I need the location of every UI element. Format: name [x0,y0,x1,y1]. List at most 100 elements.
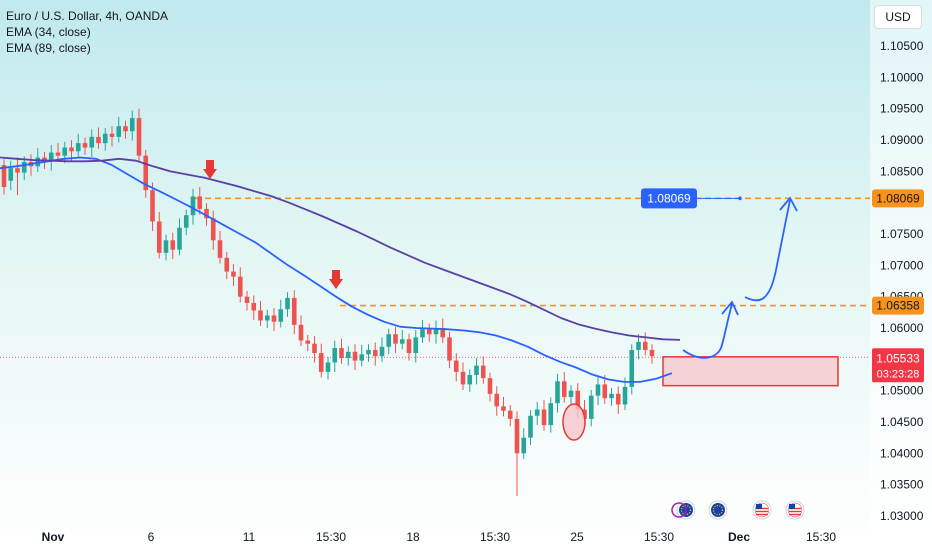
flag-us-icon[interactable] [752,500,772,520]
candle[interactable] [264,309,270,328]
candle[interactable] [501,396,506,417]
candle[interactable] [89,129,95,157]
candle[interactable] [210,210,216,250]
candle[interactable] [69,140,74,161]
candle[interactable] [271,307,277,332]
candle[interactable] [568,385,574,405]
candle[interactable] [649,344,655,364]
candle[interactable] [62,141,68,164]
down-arrow-icon[interactable] [329,270,343,289]
projection-path[interactable] [744,199,791,302]
candle[interactable] [636,334,641,360]
candle[interactable] [555,373,560,413]
candle[interactable] [413,329,419,363]
current-price-badge[interactable]: 1.05533 03:23:28 [872,348,924,383]
candle[interactable] [48,145,54,171]
candle[interactable] [460,362,466,391]
ema-34-line[interactable] [0,156,673,383]
candle[interactable] [204,203,209,226]
candle[interactable] [312,336,317,363]
candle[interactable] [339,338,344,364]
candle[interactable] [541,400,547,431]
candle[interactable] [602,375,608,404]
candle[interactable] [177,218,182,256]
candle[interactable] [379,337,385,362]
candle[interactable] [156,212,162,259]
candle[interactable] [224,252,230,280]
flag-eu-icon[interactable] [708,500,728,520]
candle[interactable] [55,143,61,162]
candle[interactable] [183,209,189,236]
candle[interactable] [426,323,432,342]
candle[interactable] [143,150,149,198]
candle[interactable] [359,344,365,367]
candle[interactable] [467,369,473,392]
candle[interactable] [190,188,196,225]
candle[interactable] [609,388,614,406]
candle[interactable] [244,291,250,311]
candle[interactable] [372,342,378,366]
candle[interactable] [474,358,479,385]
candle[interactable] [170,232,176,260]
candle[interactable] [548,397,554,433]
candle[interactable] [102,128,108,151]
candle[interactable] [622,377,628,411]
candle[interactable] [251,295,257,320]
candle[interactable] [305,334,311,352]
candle[interactable] [1,159,7,195]
candle[interactable] [561,371,567,403]
candle[interactable] [534,401,540,426]
candle[interactable] [136,108,142,162]
candle[interactable] [642,332,648,356]
ema-34-legend[interactable]: EMA (34, close) [6,25,91,39]
candle[interactable] [150,182,155,231]
ema-89-line[interactable] [0,156,681,341]
candle[interactable] [399,329,405,350]
candle[interactable] [406,333,412,361]
candle[interactable] [75,133,81,157]
candle[interactable] [318,343,324,378]
down-arrow-icon[interactable] [203,160,217,179]
candle[interactable] [487,372,493,402]
candle[interactable] [453,353,459,382]
candle[interactable] [278,299,284,328]
event-extra-icon[interactable] [671,502,687,518]
target-price-badge[interactable]: 1.08069 [641,188,697,209]
candle[interactable] [21,156,27,181]
candle[interactable] [82,137,88,156]
candle[interactable] [507,405,513,427]
demand-zone[interactable] [662,356,839,387]
candle[interactable] [447,331,452,369]
candle[interactable] [231,264,236,287]
candle[interactable] [298,315,304,347]
candle[interactable] [440,318,446,344]
candle[interactable] [163,234,169,261]
candle[interactable] [332,340,338,372]
candle[interactable] [197,187,203,215]
candle[interactable] [345,346,351,366]
candle[interactable] [116,116,122,143]
candle[interactable] [8,160,14,191]
candle[interactable] [366,344,371,362]
ema-89-legend[interactable]: EMA (89, close) [6,41,91,55]
candle[interactable] [420,319,425,344]
candle[interactable] [123,120,128,139]
candle[interactable] [595,376,601,406]
candle[interactable] [629,344,635,395]
candle[interactable] [494,386,500,416]
symbol-title[interactable]: Euro / U.S. Dollar, 4h, OANDA [6,9,169,23]
level-label-2[interactable]: 1.06358 [872,296,924,315]
candle[interactable] [480,356,486,384]
candle[interactable] [109,126,115,147]
candle[interactable] [393,326,398,354]
candle[interactable] [291,290,297,335]
projection-path[interactable] [682,303,733,359]
candle[interactable] [615,386,621,414]
flag-us-icon[interactable] [785,500,805,520]
candle[interactable] [217,230,223,264]
candle[interactable] [433,320,439,344]
candle[interactable] [285,292,290,317]
candle[interactable] [237,267,243,303]
currency-button[interactable]: USD [874,5,922,29]
